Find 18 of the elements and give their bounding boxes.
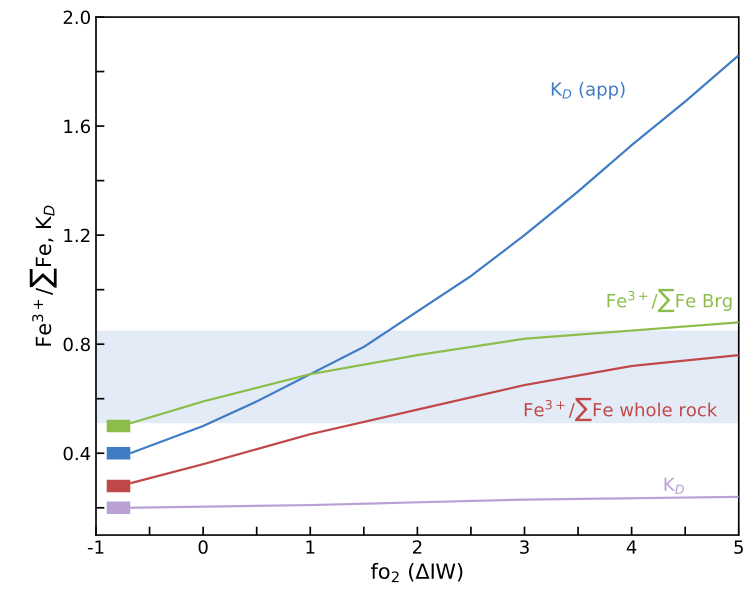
series-label: Fe$^{3+}$/∑Fe Brg	[608, 288, 732, 312]
x-tick-label: 4	[626, 540, 636, 554]
y-tick-label: 0.8	[64, 338, 90, 352]
series-label: Fe$^{3+}$/∑Fe whole rock	[524, 398, 718, 422]
y-tick-label: 1.2	[64, 228, 90, 242]
x-tick-label: 0	[198, 540, 208, 554]
y-tick-label: 1.6	[64, 120, 90, 134]
y-tick-label: 2.0	[64, 10, 90, 24]
series-label: K$_{D}$	[664, 478, 684, 494]
text: K$_{D}$ (app)	[552, 82, 625, 100]
x-tick-label: 3	[520, 540, 529, 554]
x-tick-label: 1	[306, 540, 314, 554]
y-tick-label: 0.4	[64, 446, 90, 460]
x-tick-label: 5	[734, 540, 743, 554]
x-axis-title: fo$_{2}$ (ΔIW)	[370, 562, 462, 582]
x-tick-label: -1	[88, 540, 104, 554]
x-tick-label: 2	[412, 540, 422, 554]
y-axis-title: Fe$^{3+}$/∑Fe, K$_{D}$	[30, 206, 57, 346]
